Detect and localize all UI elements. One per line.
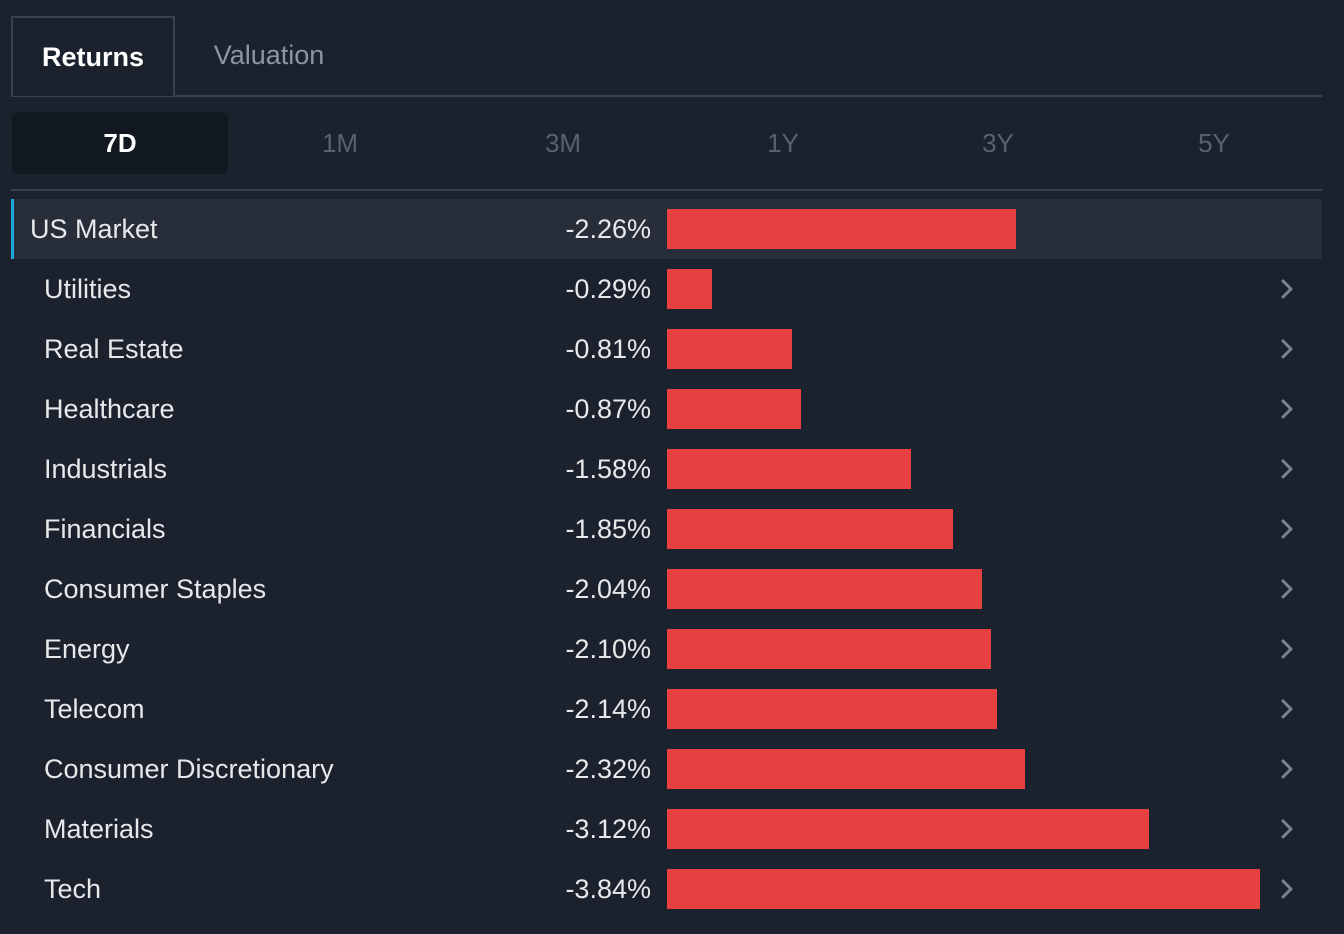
chevron-right-icon[interactable] [1275, 757, 1299, 781]
sector-row[interactable]: Consumer Discretionary -2.32% [11, 739, 1322, 799]
sector-row[interactable]: Industrials -1.58% [11, 439, 1322, 499]
return-bar [667, 749, 1025, 789]
period-5y[interactable]: 5Y [1198, 127, 1230, 158]
chevron-right-icon[interactable] [1275, 337, 1299, 361]
row-return-value: -0.29% [565, 274, 651, 304]
row-return-value: -2.32% [565, 754, 651, 784]
row-return-value: -1.85% [565, 514, 651, 544]
chevron-right-icon[interactable] [1275, 457, 1299, 481]
period-3y[interactable]: 3Y [982, 127, 1014, 158]
return-bar [667, 869, 1260, 909]
period-1m[interactable]: 1M [321, 127, 359, 158]
row-return-value: -3.12% [565, 814, 651, 844]
return-bar [667, 389, 801, 429]
period-selector: 7D 1M 3M 1Y 3Y 5Y [12, 112, 1322, 174]
returns-valuation-tabs: Returns Valuation [11, 16, 1322, 97]
sector-row[interactable]: Consumer Staples -2.04% [11, 559, 1322, 619]
sector-row[interactable]: Telecom -2.14% [11, 679, 1322, 739]
period-7d[interactable]: 7D [12, 112, 228, 174]
period-1y[interactable]: 1Y [767, 127, 799, 158]
sector-row[interactable]: Energy -2.10% [11, 619, 1322, 679]
row-return-value: -2.14% [565, 694, 651, 724]
sector-row[interactable]: Real Estate -0.81% [11, 319, 1322, 379]
return-bar [667, 509, 953, 549]
row-label: Financials [44, 514, 166, 544]
row-return-value: -2.10% [565, 634, 651, 664]
row-label: US Market [30, 214, 158, 244]
row-return-value: -0.87% [565, 394, 651, 424]
row-return-value: -0.81% [565, 334, 651, 364]
period-3m[interactable]: 3M [544, 127, 582, 158]
return-bar [667, 449, 911, 489]
market-row: US Market -2.26% [11, 199, 1322, 259]
row-label: Real Estate [44, 334, 184, 364]
tab-returns[interactable]: Returns [11, 16, 175, 96]
row-label: Consumer Discretionary [44, 754, 334, 784]
row-return-value: -2.04% [565, 574, 651, 604]
row-label: Healthcare [44, 394, 175, 424]
chevron-right-icon[interactable] [1275, 637, 1299, 661]
sector-row[interactable]: Materials -3.12% [11, 799, 1322, 859]
sector-row[interactable]: Financials -1.85% [11, 499, 1322, 559]
row-return-value: -1.58% [565, 454, 651, 484]
row-label: Materials [44, 814, 154, 844]
row-return-value: -3.84% [565, 874, 651, 904]
sector-row[interactable]: Utilities -0.29% [11, 259, 1322, 319]
row-label: Consumer Staples [44, 574, 267, 604]
chevron-right-icon[interactable] [1275, 577, 1299, 601]
chevron-right-icon[interactable] [1275, 397, 1299, 421]
chevron-right-icon[interactable] [1275, 817, 1299, 841]
row-return-value: -2.26% [565, 214, 651, 244]
chevron-right-icon[interactable] [1275, 697, 1299, 721]
row-label: Telecom [44, 694, 145, 724]
row-label: Energy [44, 634, 130, 664]
sector-row[interactable]: Healthcare -0.87% [11, 379, 1322, 439]
row-label: Utilities [44, 274, 132, 304]
chevron-right-icon[interactable] [1275, 517, 1299, 541]
return-bar [667, 269, 712, 309]
return-bar [667, 689, 997, 729]
row-label: Industrials [44, 454, 168, 484]
tab-valuation[interactable]: Valuation [213, 39, 325, 70]
return-bar [667, 329, 792, 369]
return-bar [667, 209, 1016, 249]
row-label: Tech [44, 874, 102, 904]
return-bar [667, 809, 1149, 849]
sector-row[interactable]: Tech -3.84% [11, 859, 1322, 919]
chevron-right-icon[interactable] [1275, 277, 1299, 301]
divider [11, 189, 1322, 191]
chevron-right-icon[interactable] [1275, 877, 1299, 901]
selected-row-indicator [11, 199, 14, 259]
return-bar [667, 629, 991, 669]
return-bar [667, 569, 982, 609]
